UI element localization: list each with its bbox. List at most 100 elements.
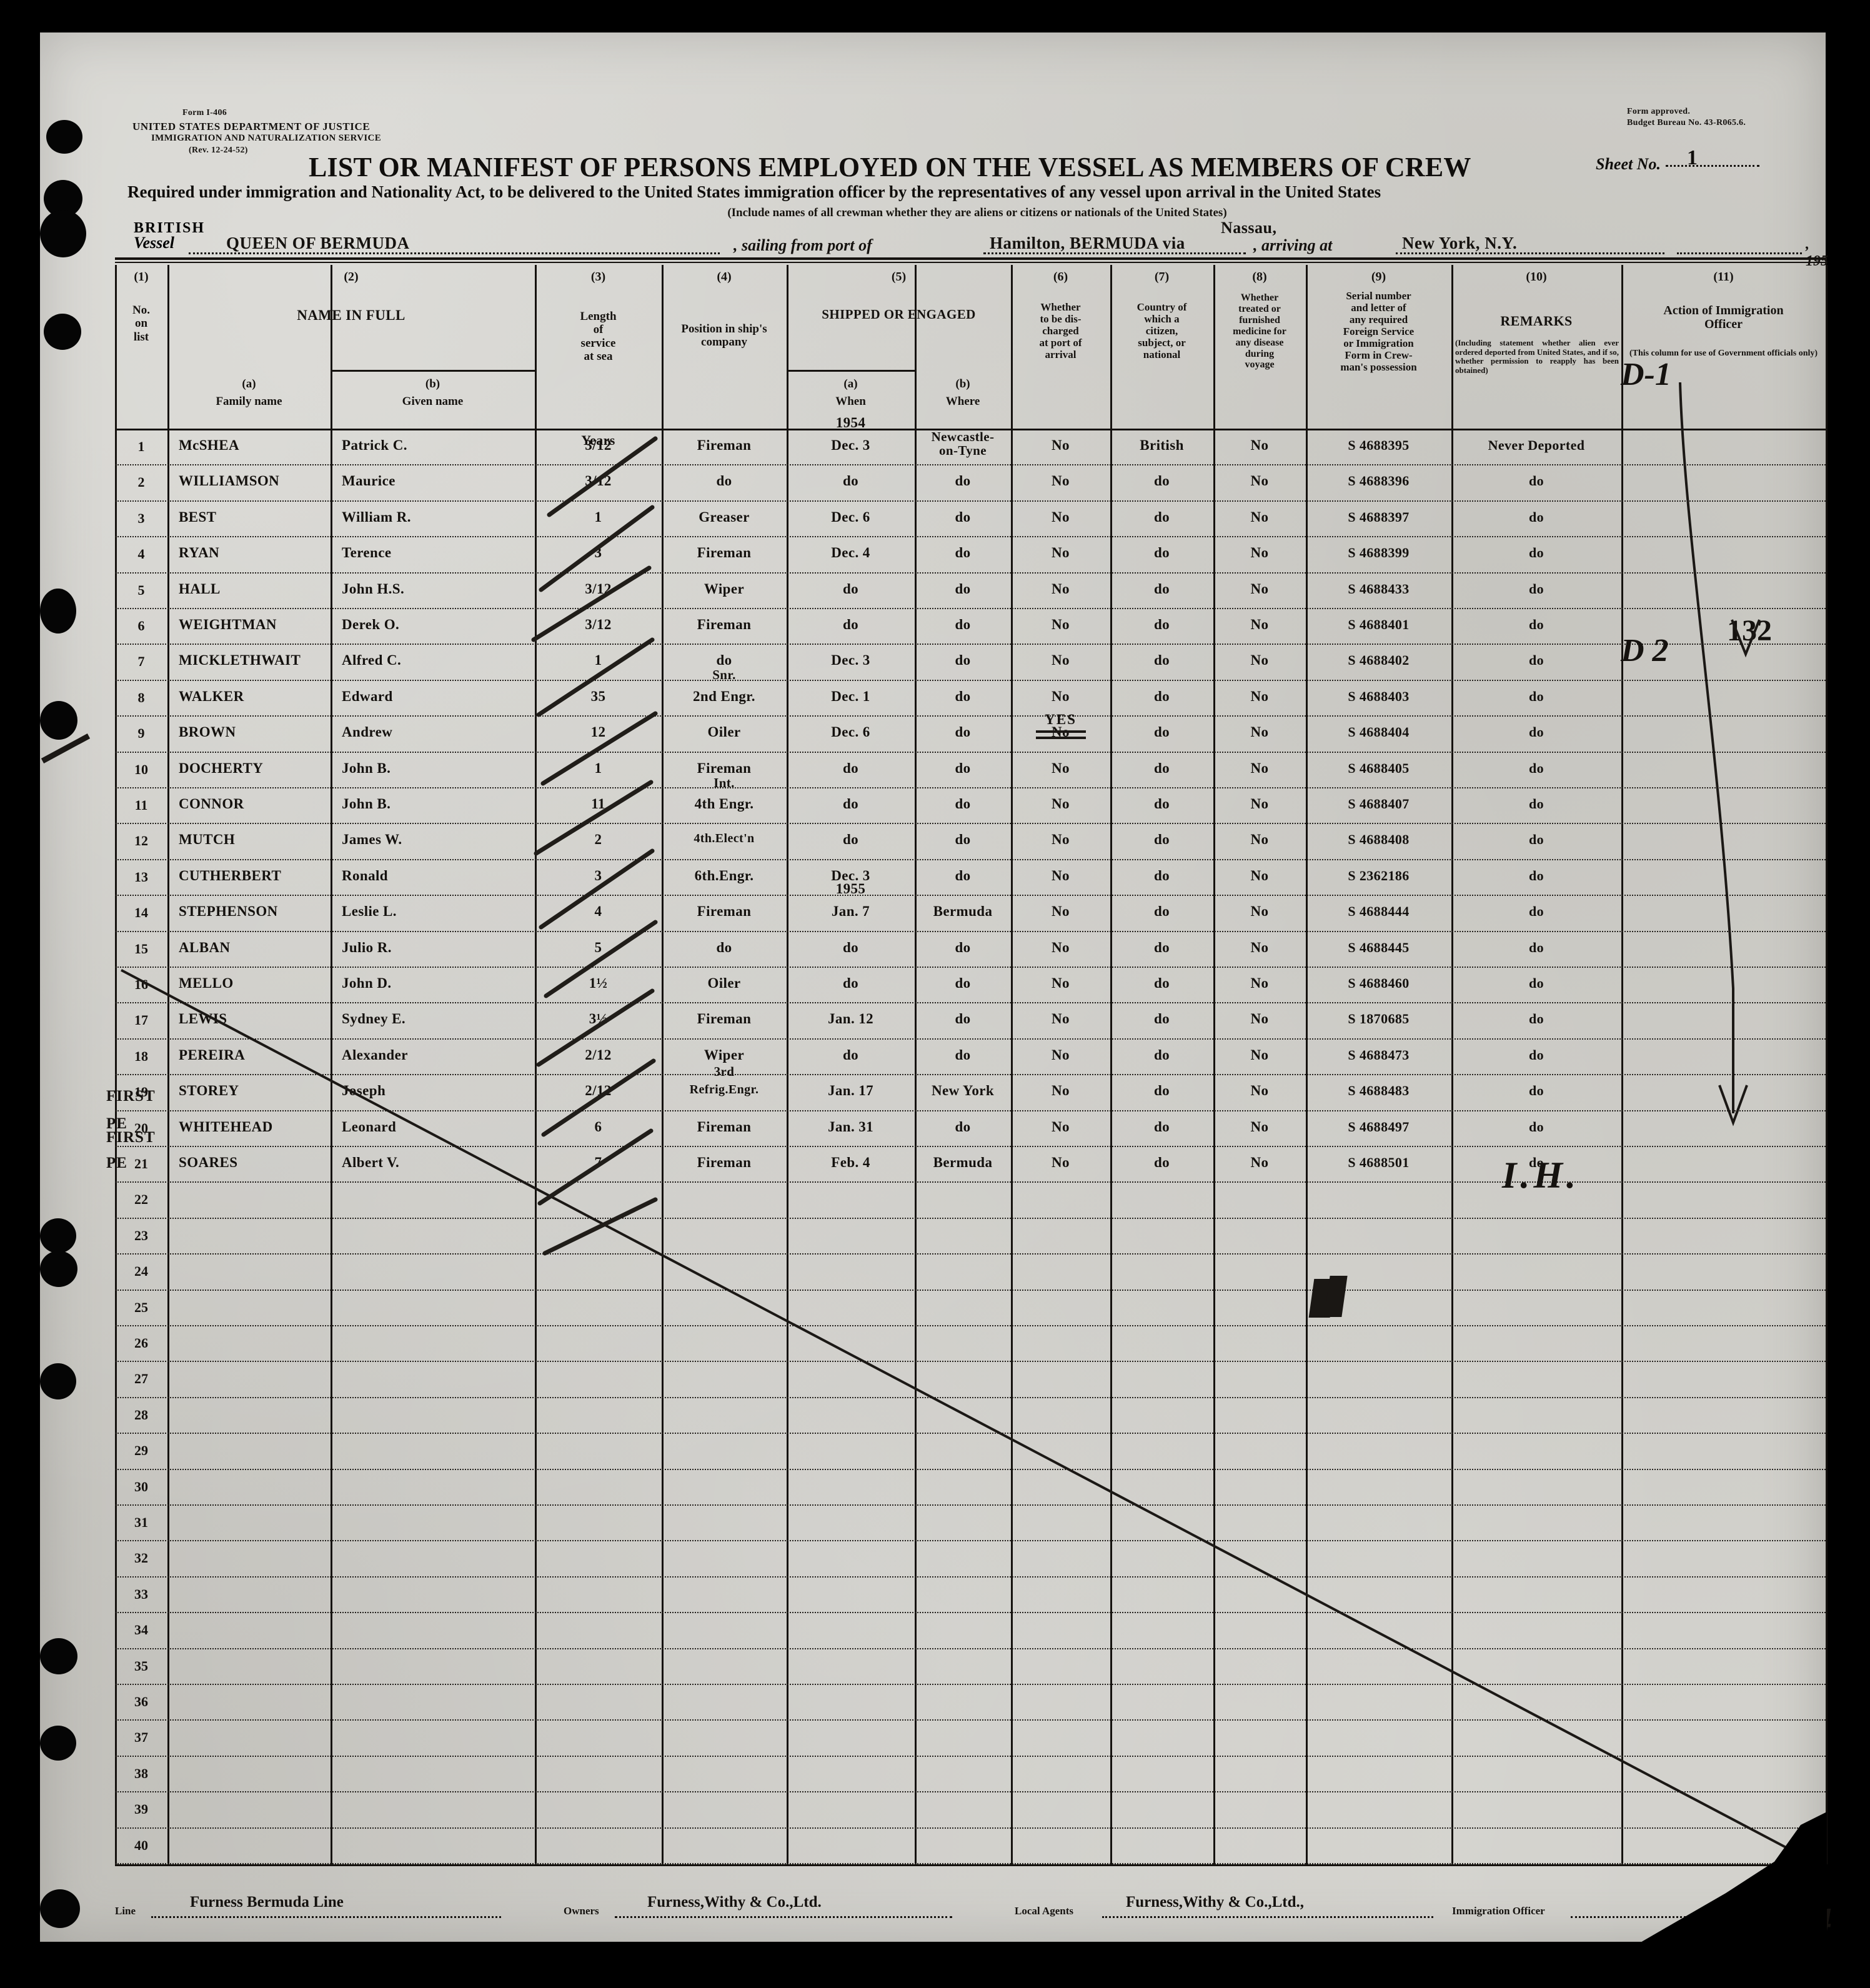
row-number: 14 <box>134 905 148 921</box>
department-name: UNITED STATES DEPARTMENT OF JUSTICE <box>132 121 371 132</box>
cell-country: do <box>1153 832 1170 848</box>
footer-officer-label: Immigration Officer <box>1452 1905 1545 1917</box>
cell-family: McSHEA <box>179 437 239 453</box>
margin-stamp: PE <box>106 1115 127 1132</box>
row-number: 33 <box>134 1586 148 1602</box>
footer-bar: Line Furness Bermuda Line Owners Furness… <box>115 1891 1827 1935</box>
cell-discharge: No <box>1052 1083 1070 1099</box>
row-number: 28 <box>134 1406 148 1423</box>
row-separator <box>115 1648 1826 1649</box>
row-number: 24 <box>134 1263 148 1280</box>
col-head-length-of-service: Length of service at sea <box>580 310 617 363</box>
cell-medicine: No <box>1250 796 1269 812</box>
footer-line-label: Line <box>115 1905 136 1917</box>
cell-discharge: No <box>1052 688 1070 704</box>
cell-country: do <box>1153 1046 1170 1063</box>
cell-serial: S 4688402 <box>1348 652 1410 668</box>
row-separator <box>115 1791 1826 1793</box>
row-number: 27 <box>134 1371 148 1387</box>
form-number: Form I-406 <box>182 108 227 117</box>
cell-country: do <box>1153 724 1170 740</box>
row-separator <box>115 536 1826 538</box>
row-number: 15 <box>134 940 148 957</box>
cell-serial: S 4688501 <box>1348 1155 1410 1170</box>
row-number: 4 <box>137 546 145 562</box>
cell-position-secondary: Int. <box>714 775 735 790</box>
cell-when: Dec. 3 <box>831 437 870 453</box>
cell-position: Fireman <box>697 1155 752 1170</box>
cell-family: BROWN <box>179 724 236 740</box>
cell-position: Fireman <box>697 1011 752 1027</box>
cell-serial: S 4688404 <box>1348 724 1410 740</box>
year-prefix: , 195 <box>1806 236 1828 269</box>
cell-remarks: do <box>1528 760 1544 776</box>
service-name: IMMIGRATION AND NATURALIZATION SERVICE <box>151 133 381 143</box>
cell-where: do <box>955 545 971 561</box>
cell-discharge: No <box>1052 832 1070 848</box>
cell-where: do <box>955 724 971 740</box>
cell-remarks: do <box>1528 903 1544 920</box>
cell-serial: S 4688445 <box>1348 939 1410 955</box>
col-head-action: Action of Immigration Officer <box>1663 304 1784 332</box>
cell-service: 1 <box>594 652 602 668</box>
punch-hole <box>40 701 77 740</box>
sheet-number-field: Sheet No. 1 <box>1596 146 1759 174</box>
row-number: 37 <box>134 1729 148 1746</box>
row-separator <box>115 1468 1826 1470</box>
cell-position: do <box>716 652 732 668</box>
col-num-11: (11) <box>1713 270 1734 284</box>
row-separator <box>115 679 1826 681</box>
row-number: 1 <box>137 439 145 454</box>
row-number: 39 <box>134 1801 148 1817</box>
cell-when: Dec. 3 <box>831 652 870 668</box>
cell-position: Fireman <box>697 1118 752 1135</box>
cell-given: Albert V. <box>342 1155 400 1170</box>
cell-serial: S 4688395 <box>1348 437 1410 453</box>
cell-given: James W. <box>342 832 402 848</box>
print-code: 16—87880-1 <box>1671 1926 1721 1936</box>
col-head-position: Position in ship's company <box>681 322 767 349</box>
row-number: 11 <box>134 797 148 813</box>
cell-when: do <box>842 1046 859 1063</box>
col-head-name-in-full: NAME IN FULL <box>297 307 405 323</box>
cell-position: Wiper <box>704 1046 745 1063</box>
cell-position: 2nd Engr. <box>693 688 755 704</box>
row-separator <box>115 823 1826 825</box>
col-num-9: (9) <box>1371 270 1386 284</box>
cell-given: Leonard <box>342 1118 397 1135</box>
cell-serial: S 4688460 <box>1348 975 1410 991</box>
header-rule-top <box>115 257 1827 260</box>
row-separator <box>115 895 1826 897</box>
approval-line-1: Form approved. <box>1627 107 1691 116</box>
cell-when: do <box>842 796 859 812</box>
cell-discharge: No <box>1052 975 1070 991</box>
cell-medicine: No <box>1250 437 1269 453</box>
footer-line-rule <box>151 1916 501 1918</box>
cell-remarks: do <box>1528 580 1544 597</box>
cell-family: ALBAN <box>179 939 231 955</box>
cell-where: do <box>955 832 971 848</box>
cell-remarks: do <box>1528 796 1544 812</box>
cell-family: RYAN <box>179 545 220 561</box>
row-number: 3 <box>137 510 145 526</box>
cell-service: 35 <box>590 688 606 704</box>
cell-service: 1 <box>594 509 602 525</box>
cell-when-year: 1954 <box>835 415 866 430</box>
cell-medicine: No <box>1250 580 1269 597</box>
cell-family: WHITEHEAD <box>179 1118 273 1135</box>
row-number: 12 <box>134 833 148 849</box>
row-number: 6 <box>137 618 145 634</box>
cell-discharge: No <box>1052 760 1070 776</box>
date-rule <box>1677 252 1802 254</box>
footer-officer-rule <box>1571 1916 1821 1918</box>
cell-family: MICKLETHWAIT <box>179 652 301 668</box>
punch-hole <box>40 1638 77 1674</box>
cell-given: Sydney E. <box>342 1011 406 1027</box>
cell-country: do <box>1153 975 1170 991</box>
margin-stamp: FIRST <box>106 1128 156 1146</box>
row-number: 29 <box>134 1443 148 1459</box>
row-number: 31 <box>134 1514 148 1530</box>
cell-given: John B. <box>342 760 391 776</box>
voyage-line: BRITISH Vessel QUEEN OF BERMUDA , sailin… <box>115 219 1828 269</box>
